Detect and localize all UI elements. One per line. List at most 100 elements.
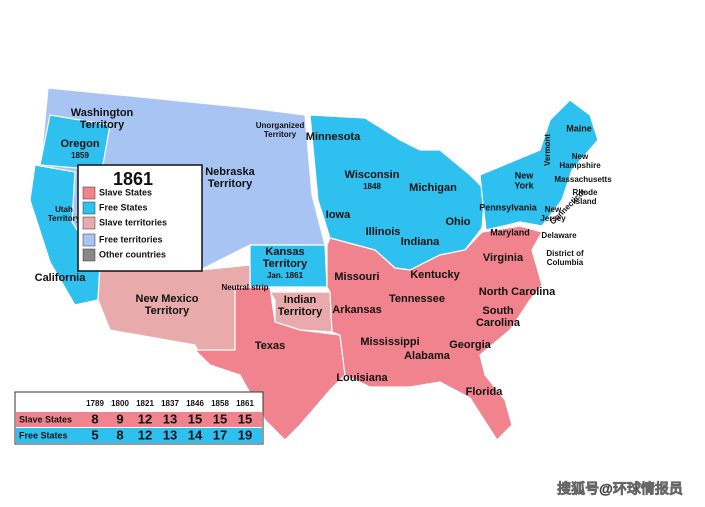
region-label: New Mexico	[136, 293, 199, 305]
region-label: Vermont	[543, 134, 552, 166]
region-note: 1859	[71, 151, 89, 160]
region-label: Iowa	[326, 209, 351, 221]
region-label: Missouri	[334, 271, 379, 283]
table-header: 1789	[86, 399, 104, 408]
table-cell: 12	[138, 411, 152, 426]
region-note: Jan. 1861	[267, 271, 304, 280]
table-cell: 17	[213, 427, 227, 442]
table-row-label: Free States	[19, 430, 68, 440]
legend-label: Slave States	[99, 187, 152, 197]
region-label: Wisconsin	[345, 169, 400, 181]
table-header: 1861	[236, 399, 254, 408]
region-label: South	[482, 305, 513, 317]
legend-swatch	[82, 233, 96, 247]
table-cell: 14	[188, 427, 203, 442]
region-label: North Carolina	[479, 286, 556, 298]
table-cell: 12	[138, 427, 152, 442]
region-label: Indiana	[401, 236, 440, 248]
region-label: Oregon	[60, 138, 99, 150]
table-cell: 15	[238, 411, 252, 426]
legend-swatch	[82, 216, 96, 230]
region-label: Minnesota	[306, 131, 361, 143]
table-header: 1821	[136, 399, 154, 408]
region-label: New	[545, 205, 562, 214]
region-label: York	[514, 180, 534, 190]
region-label: Carolina	[476, 317, 521, 329]
region-label: District of	[546, 249, 584, 258]
northeast-region	[479, 99, 599, 231]
table-cell: 9	[116, 411, 123, 426]
watermark: 搜狐号@环球情报员	[557, 481, 683, 497]
region-label: Territory	[48, 214, 81, 223]
region-label: Maine	[566, 123, 592, 133]
texas-region	[193, 286, 346, 441]
legend-label: Free territories	[99, 234, 163, 244]
legend-label: Free States	[99, 202, 148, 212]
region-label: Jersey	[540, 214, 566, 223]
legend-items: Slave States Free States Slave territories…	[82, 186, 167, 262]
region-label: Territory	[80, 119, 125, 131]
south-region	[326, 225, 543, 441]
region-label: Delaware	[541, 231, 577, 240]
region-label: Florida	[466, 386, 504, 398]
region-label: Hampshire	[559, 161, 601, 170]
region-label: Territory	[145, 305, 190, 317]
map-labels: WashingtonTerritoryOregon1859NebraskaTer…	[35, 107, 613, 398]
table-cell: 19	[238, 427, 252, 442]
region-label: Ohio	[445, 216, 470, 228]
region-label: Virginia	[483, 252, 524, 264]
region-label: Georgia	[449, 339, 491, 351]
region-label: Territory	[264, 130, 297, 139]
region-label: Massachusetts	[554, 175, 612, 184]
region-label: Tennessee	[389, 293, 445, 305]
region-label: Territory	[208, 178, 253, 190]
region-label: Mississippi	[360, 336, 419, 348]
table-header: 1858	[211, 399, 229, 408]
region-label: Kentucky	[410, 269, 460, 281]
legend-swatch	[82, 186, 96, 200]
region-label: Utah	[55, 205, 73, 214]
region-label: Louisiana	[336, 372, 388, 384]
region-label: Neutral strip	[221, 283, 268, 292]
table-cell: 13	[163, 427, 177, 442]
region-label: Indian	[284, 294, 317, 306]
region-label: Arkansas	[332, 304, 382, 316]
region-note: 1848	[363, 182, 381, 191]
region-label: Illinois	[366, 226, 401, 238]
legend-box	[77, 164, 203, 272]
region-label: California	[35, 272, 87, 284]
table-header: 1846	[186, 399, 204, 408]
legend: 1861 Slave States Free States Slave territ…	[77, 164, 203, 272]
legend-title: 1861	[113, 169, 153, 189]
region-label: Texas	[255, 340, 285, 352]
table-row-label: Slave States	[19, 414, 72, 424]
region-label: Columbia	[547, 258, 584, 267]
region-label: Rhode	[573, 188, 598, 197]
legend-label: Slave territories	[99, 217, 167, 227]
table-row-bg	[16, 428, 262, 443]
region-label: Island	[573, 197, 596, 206]
table-header: 1800	[111, 399, 129, 408]
region-label: New	[515, 170, 535, 180]
region-label: Maryland	[490, 227, 530, 237]
region-label: Territory	[278, 306, 323, 318]
region-label: Unorganized	[256, 121, 305, 130]
table-cell: 8	[116, 427, 123, 442]
region-label: Pennsylvania	[479, 202, 538, 212]
region-label: Michigan	[409, 182, 457, 194]
region-label: Washington	[71, 107, 134, 119]
legend-label: Other countries	[99, 249, 166, 259]
region-label: Nebraska	[205, 166, 255, 178]
table-header: 1837	[161, 399, 179, 408]
legend-swatch	[82, 248, 96, 262]
legend-swatch	[82, 201, 96, 215]
table-cell: 15	[188, 411, 202, 426]
table-cell: 13	[163, 411, 177, 426]
table-row-bg	[16, 412, 262, 427]
table-cell: 5	[91, 427, 98, 442]
region-label: Kansas	[265, 246, 304, 258]
table-cell: 8	[91, 411, 98, 426]
